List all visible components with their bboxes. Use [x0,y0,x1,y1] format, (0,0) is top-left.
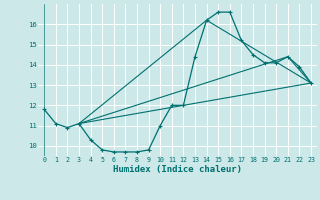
X-axis label: Humidex (Indice chaleur): Humidex (Indice chaleur) [113,165,242,174]
